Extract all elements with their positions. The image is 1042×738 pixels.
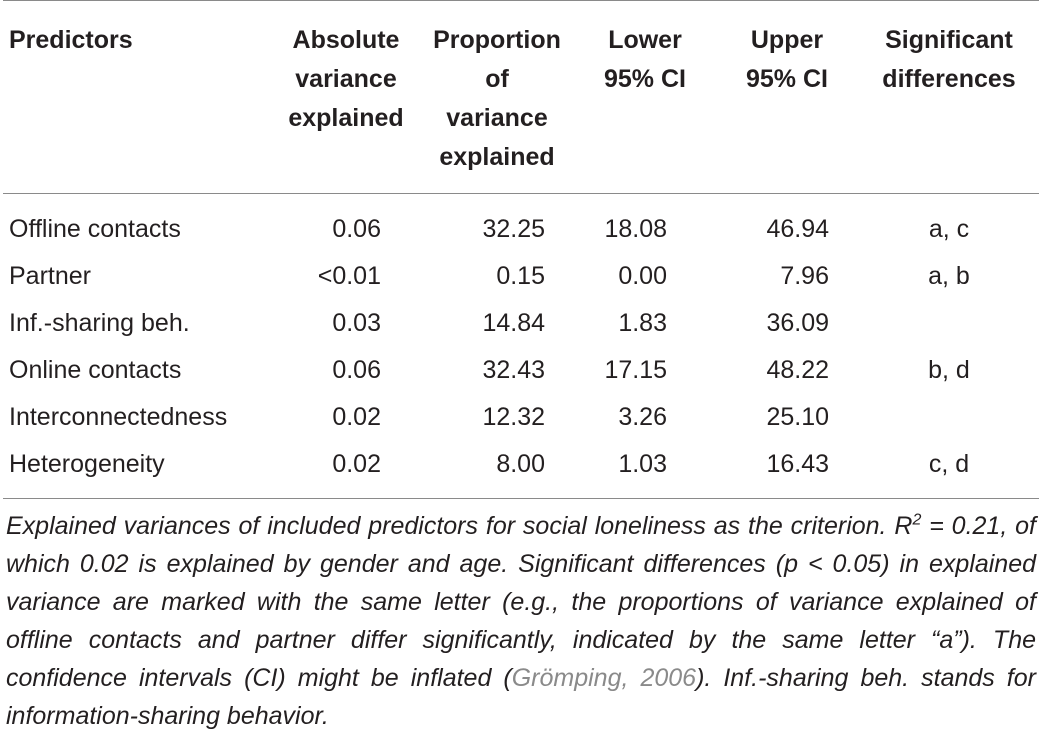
table-caption: Explained variances of included predicto… — [6, 507, 1036, 735]
column-header-line: Significant — [885, 26, 1013, 54]
column-header-line: of — [485, 65, 509, 93]
lower-ci-cell: 0.00 — [618, 262, 667, 290]
significance-cell: c, d — [928, 450, 970, 478]
column-header-line: explained — [288, 104, 404, 132]
predictor-cell: Interconnectedness — [9, 403, 228, 431]
absolute-variance-cell: 0.06 — [332, 215, 381, 243]
header-row: Predictors Absolute variance explained Propo… — [3, 0, 1039, 194]
column-header: Upper 95% CI — [715, 1, 859, 194]
absolute-variance-cell: 0.03 — [332, 309, 381, 337]
column-header-line: explained — [439, 143, 555, 171]
caption-text-2: = 0.21, of which 0.02 is explained by ge… — [6, 512, 1036, 692]
proportion-cell: 32.43 — [482, 356, 545, 384]
lower-ci-cell: 17.15 — [604, 356, 667, 384]
lower-ci-cell: 1.83 — [618, 309, 667, 337]
upper-ci-cell: 48.22 — [766, 356, 829, 384]
proportion-cell: 12.32 — [482, 403, 545, 431]
column-header-line: Upper — [750, 26, 824, 54]
proportion-cell: 14.84 — [482, 309, 545, 337]
absolute-variance-cell: <0.01 — [317, 262, 381, 290]
column-header-line: Proportion — [433, 26, 561, 54]
upper-ci-cell: 36.09 — [766, 309, 829, 337]
table-row: Inf.-sharing beh. 0.03 14.84 1.83 36.09 — [3, 300, 1039, 347]
table-header: Predictors Absolute variance explained Propo… — [3, 0, 1039, 194]
table-row: Heterogeneity 0.02 8.00 1.03 16.43 c, d — [3, 441, 1039, 499]
column-header-line: differences — [882, 65, 1016, 93]
column-header-line: 95% CI — [604, 65, 686, 93]
column-header: Predictors — [3, 1, 273, 194]
column-header-line: variance — [295, 65, 397, 93]
table-body: Offline contacts 0.06 32.25 18.08 46.94 a, c P… — [3, 194, 1039, 499]
proportion-cell: 32.25 — [482, 215, 545, 243]
lower-ci-cell: 3.26 — [618, 403, 667, 431]
significance-cell — [859, 394, 1039, 441]
proportion-cell: 0.15 — [496, 262, 545, 290]
upper-ci-cell: 7.96 — [780, 262, 829, 290]
significance-cell — [859, 300, 1039, 347]
significance-cell: b, d — [928, 356, 970, 384]
predictor-cell: Offline contacts — [9, 215, 181, 243]
absolute-variance-cell: 0.02 — [332, 450, 381, 478]
r-squared-superscript: 2 — [912, 511, 922, 529]
table-row: Offline contacts 0.06 32.25 18.08 46.94 a, c — [3, 194, 1039, 254]
predictor-cell: Partner — [9, 262, 91, 290]
predictor-cell: Heterogeneity — [9, 450, 165, 478]
column-header: Absolute variance explained — [273, 1, 419, 194]
absolute-variance-cell: 0.02 — [332, 403, 381, 431]
results-table: Predictors Absolute variance explained Propo… — [3, 0, 1039, 499]
column-header: Proportion of variance explained — [419, 1, 575, 194]
upper-ci-cell: 46.94 — [766, 215, 829, 243]
column-header: Significant differences — [859, 1, 1039, 194]
column-header: Lower 95% CI — [575, 1, 715, 194]
column-header-line: Absolute — [292, 26, 400, 54]
absolute-variance-cell: 0.06 — [332, 356, 381, 384]
table-row: Partner <0.01 0.15 0.00 7.96 a, b — [3, 253, 1039, 300]
caption-text-1: Explained variances of included predicto… — [6, 512, 895, 540]
upper-ci-cell: 25.10 — [766, 403, 829, 431]
predictor-cell: Online contacts — [9, 356, 182, 384]
significance-cell: a, c — [928, 215, 970, 243]
column-header-line: 95% CI — [746, 65, 828, 93]
significance-cell: a, b — [928, 262, 970, 290]
column-header-line: Lower — [608, 26, 682, 54]
proportion-cell: 8.00 — [496, 450, 545, 478]
caption-text-3: ). Inf.-sharing beh. stands for informat… — [6, 664, 1036, 730]
predictor-cell: Inf.-sharing beh. — [9, 309, 190, 337]
lower-ci-cell: 18.08 — [604, 215, 667, 243]
upper-ci-cell: 16.43 — [766, 450, 829, 478]
column-header-line: variance — [446, 104, 548, 132]
column-header-line: Predictors — [9, 26, 133, 54]
table-row: Interconnectedness 0.02 12.32 3.26 25.10 — [3, 394, 1039, 441]
table-row: Online contacts 0.06 32.43 17.15 48.22 b, d — [3, 347, 1039, 394]
citation-link[interactable]: Grömping, 2006 — [511, 664, 697, 692]
r-squared-symbol: R — [894, 512, 913, 540]
lower-ci-cell: 1.03 — [618, 450, 667, 478]
